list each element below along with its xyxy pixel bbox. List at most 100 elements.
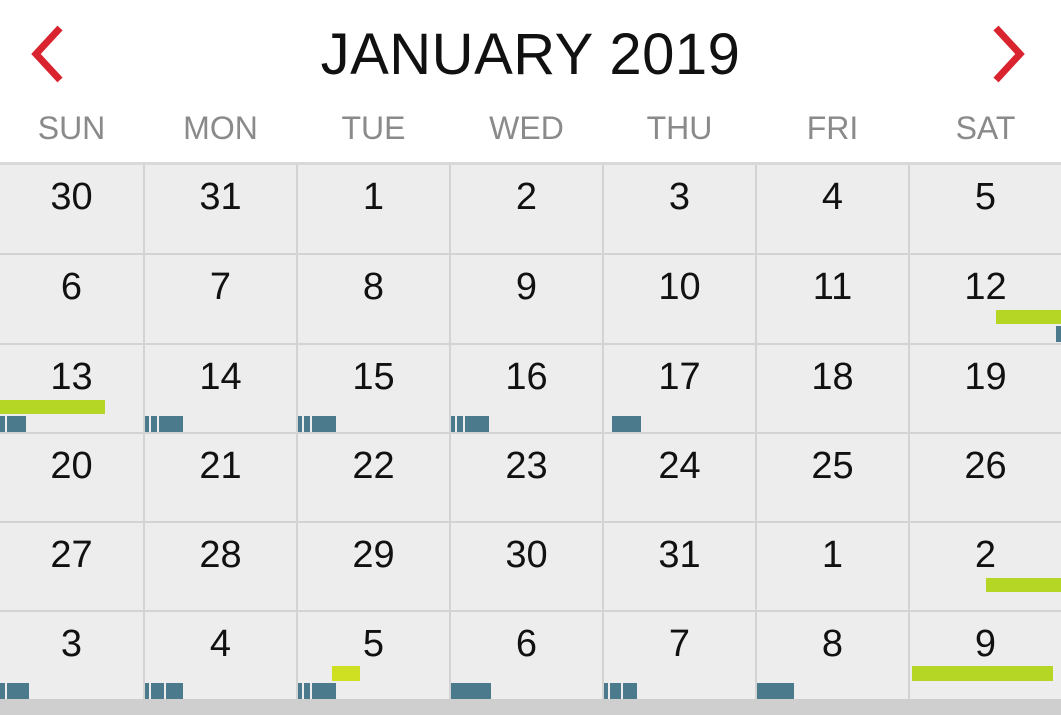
day-cell[interactable]: 1 (757, 523, 908, 610)
weekday-label-sat: SAT (955, 110, 1016, 146)
event-indicator[interactable] (612, 416, 641, 432)
day-cell[interactable]: 20 (0, 434, 143, 521)
event-indicator[interactable] (996, 310, 1061, 324)
day-number: 25 (811, 445, 854, 487)
day-cell[interactable]: 26 (910, 434, 1061, 521)
event-indicator[interactable] (151, 416, 157, 432)
day-cell[interactable]: 14 (145, 345, 296, 432)
day-cell[interactable]: 24 (604, 434, 755, 521)
weekday-label-fri: FRI (806, 110, 859, 146)
event-indicator[interactable] (986, 578, 1061, 592)
day-cell[interactable]: 8 (298, 255, 449, 343)
calendar-header: JANUARY 2019 (0, 0, 1061, 108)
day-cell[interactable]: 9 (451, 255, 602, 343)
day-number: 12 (964, 266, 1007, 308)
day-number: 26 (964, 445, 1007, 487)
day-number: 5 (362, 623, 385, 665)
day-cell[interactable]: 5 (910, 165, 1061, 253)
event-indicator[interactable] (457, 416, 463, 432)
bottom-edge (0, 699, 1061, 715)
event-indicator[interactable] (312, 416, 336, 432)
day-cell[interactable]: 31 (145, 165, 296, 253)
day-number: 13 (50, 356, 93, 398)
day-cell[interactable]: 22 (298, 434, 449, 521)
day-number: 9 (974, 623, 997, 665)
event-indicator[interactable] (623, 683, 637, 699)
day-cell[interactable]: 4 (757, 165, 908, 253)
day-cell[interactable]: 7 (604, 612, 755, 699)
event-indicator[interactable] (604, 683, 608, 699)
event-indicator[interactable] (304, 683, 310, 699)
day-cell[interactable]: 27 (0, 523, 143, 610)
day-number: 8 (821, 623, 844, 665)
event-indicator[interactable] (312, 683, 336, 699)
event-indicator[interactable] (451, 683, 491, 699)
event-indicator[interactable] (166, 683, 183, 699)
day-cell[interactable]: 9 (910, 612, 1061, 699)
event-indicator[interactable] (465, 416, 489, 432)
day-cell[interactable]: 28 (145, 523, 296, 610)
day-cell[interactable]: 8 (757, 612, 908, 699)
day-cell[interactable]: 3 (604, 165, 755, 253)
chevron-right-icon (993, 25, 1025, 83)
day-number: 10 (658, 266, 701, 308)
day-number: 23 (505, 445, 548, 487)
day-cell[interactable]: 12 (910, 255, 1061, 343)
day-cell[interactable]: 17 (604, 345, 755, 432)
day-number: 16 (505, 356, 548, 398)
day-cell[interactable]: 23 (451, 434, 602, 521)
event-indicator[interactable] (298, 683, 302, 699)
event-indicator[interactable] (0, 683, 5, 699)
day-cell[interactable]: 31 (604, 523, 755, 610)
day-cell[interactable]: 15 (298, 345, 449, 432)
event-indicator[interactable] (7, 683, 29, 699)
next-month-button[interactable] (984, 22, 1032, 86)
day-number: 7 (668, 623, 691, 665)
day-cell[interactable]: 6 (451, 612, 602, 699)
day-cell[interactable]: 1 (298, 165, 449, 253)
day-cell[interactable]: 21 (145, 434, 296, 521)
weekday-header-row: SUN MON TUE WED THU FRI SAT (0, 108, 1061, 148)
day-cell[interactable]: 18 (757, 345, 908, 432)
event-indicator[interactable] (757, 683, 794, 699)
event-indicator[interactable] (912, 666, 1053, 681)
day-cell[interactable]: 16 (451, 345, 602, 432)
event-indicator[interactable] (145, 683, 149, 699)
event-indicator[interactable] (151, 683, 164, 699)
day-cell[interactable]: 7 (145, 255, 296, 343)
day-cell[interactable]: 13 (0, 345, 143, 432)
day-number: 6 (60, 266, 83, 308)
day-cell[interactable]: 25 (757, 434, 908, 521)
day-number: 28 (199, 534, 242, 576)
day-cell[interactable]: 3 (0, 612, 143, 699)
event-indicator[interactable] (0, 416, 5, 432)
day-cell[interactable]: 29 (298, 523, 449, 610)
event-indicator[interactable] (7, 416, 26, 432)
day-cell[interactable]: 19 (910, 345, 1061, 432)
day-cell[interactable]: 10 (604, 255, 755, 343)
event-indicator[interactable] (298, 416, 302, 432)
day-cell[interactable]: 11 (757, 255, 908, 343)
day-cell[interactable]: 2 (910, 523, 1061, 610)
event-indicator[interactable] (159, 416, 183, 432)
day-cell[interactable]: 6 (0, 255, 143, 343)
month-title: JANUARY 2019 (320, 22, 741, 87)
event-indicator[interactable] (0, 400, 105, 414)
event-indicator[interactable] (304, 416, 310, 432)
day-cell[interactable]: 30 (0, 165, 143, 253)
day-number: 9 (515, 266, 538, 308)
day-cell[interactable]: 5 (298, 612, 449, 699)
event-indicator[interactable] (145, 416, 149, 432)
weekday-label-thu: THU (646, 110, 713, 146)
day-number: 1 (362, 176, 385, 218)
day-cell[interactable]: 4 (145, 612, 296, 699)
event-indicator[interactable] (451, 416, 455, 432)
event-indicator[interactable] (332, 666, 360, 681)
day-cell[interactable]: 2 (451, 165, 602, 253)
event-indicator[interactable] (1056, 326, 1061, 342)
day-number: 11 (812, 266, 853, 308)
day-number: 18 (811, 356, 854, 398)
day-cell[interactable]: 30 (451, 523, 602, 610)
previous-month-button[interactable] (26, 22, 74, 86)
event-indicator[interactable] (610, 683, 621, 699)
